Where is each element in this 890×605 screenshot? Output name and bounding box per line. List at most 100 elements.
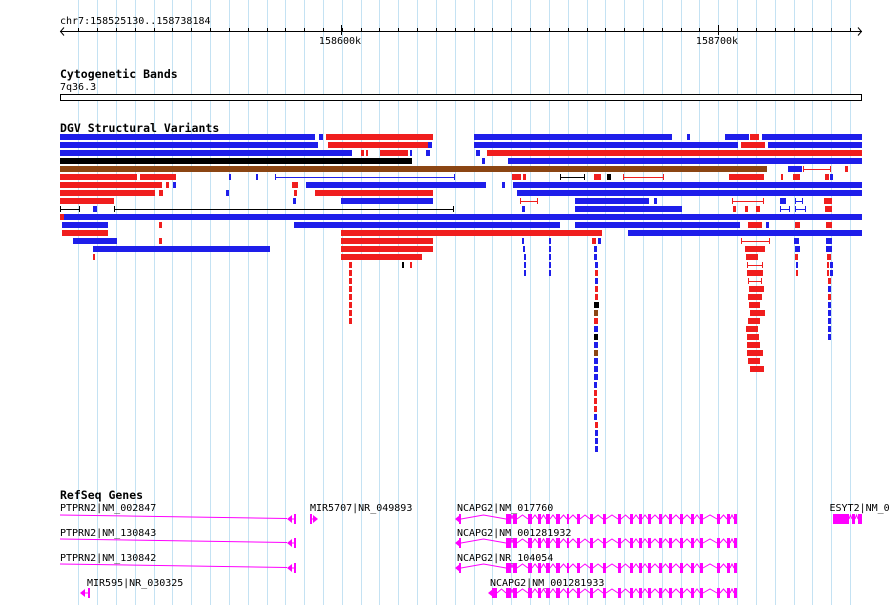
dgv-variant[interactable] xyxy=(654,198,657,204)
dgv-variant[interactable] xyxy=(762,134,862,140)
dgv-variant[interactable] xyxy=(361,150,364,156)
dgv-variant-span[interactable] xyxy=(60,206,80,212)
dgv-variant[interactable] xyxy=(595,286,598,292)
dgv-variant[interactable] xyxy=(825,206,832,212)
dgv-variant[interactable] xyxy=(326,134,433,140)
ruler-right-arrow[interactable] xyxy=(857,27,863,36)
dgv-variant[interactable] xyxy=(594,318,598,324)
dgv-variant[interactable] xyxy=(474,134,672,140)
dgv-variant[interactable] xyxy=(60,190,155,196)
dgv-variant[interactable] xyxy=(349,302,352,308)
dgv-variant[interactable] xyxy=(594,382,597,388)
dgv-variant[interactable] xyxy=(73,238,117,244)
dgv-variant[interactable] xyxy=(595,438,598,444)
gene-glyph-ptprn2[interactable] xyxy=(59,538,296,548)
dgv-variant[interactable] xyxy=(747,342,760,348)
dgv-variant[interactable] xyxy=(319,134,323,140)
dgv-variant[interactable] xyxy=(796,270,798,276)
dgv-variant[interactable] xyxy=(60,166,767,172)
dgv-variant[interactable] xyxy=(795,254,798,260)
dgv-variant[interactable] xyxy=(341,254,422,260)
gene-glyph-mir595[interactable] xyxy=(80,588,90,598)
dgv-variant[interactable] xyxy=(93,246,270,252)
dgv-variant[interactable] xyxy=(747,270,763,276)
dgv-variant[interactable] xyxy=(517,190,862,196)
dgv-variant[interactable] xyxy=(159,190,163,196)
ruler-left-arrow[interactable] xyxy=(59,27,65,36)
dgv-variant[interactable] xyxy=(780,198,786,204)
dgv-variant[interactable] xyxy=(594,326,598,332)
dgv-variant[interactable] xyxy=(828,294,831,300)
dgv-variant[interactable] xyxy=(828,310,831,316)
dgv-variant[interactable] xyxy=(748,358,760,364)
dgv-variant[interactable] xyxy=(474,142,738,148)
dgv-variant[interactable] xyxy=(830,262,833,268)
dgv-variant[interactable] xyxy=(349,262,352,268)
dgv-variant[interactable] xyxy=(366,150,368,156)
dgv-variant[interactable] xyxy=(173,182,176,188)
dgv-variant[interactable] xyxy=(830,174,833,180)
dgv-variant-span[interactable] xyxy=(780,206,790,212)
dgv-variant[interactable] xyxy=(549,238,551,244)
dgv-variant[interactable] xyxy=(729,174,764,180)
dgv-variant[interactable] xyxy=(294,222,560,228)
dgv-variant[interactable] xyxy=(595,430,598,436)
dgv-variant[interactable] xyxy=(741,142,765,148)
dgv-variant[interactable] xyxy=(60,182,162,188)
dgv-variant-span[interactable] xyxy=(741,238,770,244)
dgv-variant[interactable] xyxy=(512,174,521,180)
dgv-variant[interactable] xyxy=(845,166,848,172)
dgv-variant[interactable] xyxy=(349,318,352,324)
dgv-variant[interactable] xyxy=(306,182,486,188)
gene-glyph-ptprn2[interactable] xyxy=(59,563,296,573)
dgv-variant[interactable] xyxy=(828,334,831,340)
dgv-variant[interactable] xyxy=(60,198,114,204)
dgv-variant[interactable] xyxy=(628,230,862,236)
dgv-variant[interactable] xyxy=(62,230,108,236)
dgv-variant[interactable] xyxy=(766,222,769,228)
dgv-variant[interactable] xyxy=(747,334,759,340)
dgv-variant-span[interactable] xyxy=(748,278,762,284)
dgv-variant[interactable] xyxy=(522,206,525,212)
dgv-variant[interactable] xyxy=(341,246,433,252)
dgv-variant[interactable] xyxy=(341,238,433,244)
dgv-variant[interactable] xyxy=(746,326,758,332)
dgv-variant-span[interactable] xyxy=(560,174,585,180)
dgv-variant[interactable] xyxy=(828,326,831,332)
dgv-variant[interactable] xyxy=(341,198,433,204)
dgv-variant[interactable] xyxy=(524,254,526,260)
dgv-variant[interactable] xyxy=(229,174,231,180)
dgv-variant[interactable] xyxy=(482,158,485,164)
dgv-variant[interactable] xyxy=(796,262,798,268)
dgv-variant[interactable] xyxy=(745,206,748,212)
dgv-variant[interactable] xyxy=(594,246,597,252)
dgv-variant[interactable] xyxy=(349,278,352,284)
dgv-variant-span[interactable] xyxy=(795,198,803,204)
dgv-variant[interactable] xyxy=(826,246,832,252)
dgv-variant[interactable] xyxy=(575,198,649,204)
dgv-variant[interactable] xyxy=(315,190,433,196)
dgv-variant[interactable] xyxy=(594,390,597,396)
dgv-variant[interactable] xyxy=(788,166,802,172)
dgv-variant[interactable] xyxy=(140,174,176,180)
dgv-variant[interactable] xyxy=(830,270,833,276)
dgv-variant[interactable] xyxy=(594,366,598,372)
dgv-variant[interactable] xyxy=(513,182,862,188)
dgv-variant[interactable] xyxy=(549,246,551,252)
dgv-variant[interactable] xyxy=(828,278,831,284)
dgv-variant[interactable] xyxy=(824,198,832,204)
dgv-variant[interactable] xyxy=(793,174,800,180)
dgv-variant[interactable] xyxy=(594,310,598,316)
dgv-variant[interactable] xyxy=(687,134,690,140)
gene-glyph-ptprn2[interactable] xyxy=(59,514,296,524)
dgv-variant[interactable] xyxy=(349,286,352,292)
dgv-variant[interactable] xyxy=(487,150,862,156)
dgv-variant[interactable] xyxy=(524,270,526,276)
dgv-variant[interactable] xyxy=(575,206,682,212)
cytoband-bar[interactable] xyxy=(60,94,862,101)
dgv-variant[interactable] xyxy=(524,262,526,268)
dgv-variant[interactable] xyxy=(159,222,162,228)
dgv-variant[interactable] xyxy=(745,246,765,252)
dgv-variant[interactable] xyxy=(402,262,404,268)
dgv-variant[interactable] xyxy=(828,318,831,324)
